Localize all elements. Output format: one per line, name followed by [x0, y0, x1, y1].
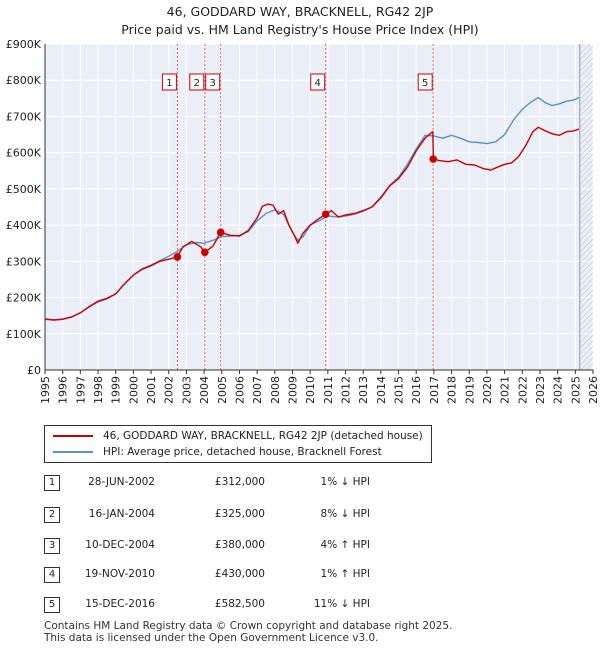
transaction-price: £430,000: [214, 568, 265, 580]
x-tick-label: 2010: [304, 376, 317, 404]
x-tick-label: 2008: [269, 376, 282, 404]
x-tick-label: 2004: [198, 376, 211, 404]
transaction-marker-box: [161, 73, 177, 91]
transaction-number: 4: [44, 567, 60, 583]
transaction-price: £312,000: [214, 476, 265, 488]
legend-label-hpi: HPI: Average price, detached house, Brac…: [103, 446, 382, 458]
y-tick-label: £0: [27, 364, 41, 377]
y-tick-label: £500K: [6, 183, 42, 196]
transaction-marker-label: 2: [194, 78, 200, 89]
x-tick-label: 1995: [39, 376, 52, 404]
x-tick-label: 2024: [552, 376, 565, 404]
table-row: 3 10-DEC-2004 £380,000 4% ↑ HPI: [0, 538, 600, 556]
x-tick-label: 2019: [463, 376, 476, 404]
y-tick-label: £900K: [6, 38, 42, 51]
transaction-date: 19-NOV-2010: [84, 568, 155, 580]
transaction-price: £582,500: [214, 598, 265, 610]
x-tick-label: 2000: [127, 376, 140, 404]
transaction-date: 28-JUN-2002: [88, 476, 155, 488]
transaction-number: 5: [44, 597, 60, 613]
forecast-hatch: [579, 44, 593, 370]
chart-title: 46, GODDARD WAY, BRACKNELL, RG42 2JP: [166, 4, 434, 19]
transaction-point: [321, 210, 330, 219]
transaction-number: 3: [44, 538, 60, 554]
chart-subtitle: Price paid vs. HM Land Registry's House …: [121, 22, 479, 37]
transaction-point: [216, 228, 225, 237]
x-tick-label: 2020: [481, 376, 494, 404]
transaction-date: 16-JAN-2004: [88, 508, 155, 520]
x-tick-label: 2009: [286, 376, 299, 404]
x-tick-label: 2025: [569, 376, 582, 404]
y-tick-label: £600K: [6, 147, 42, 160]
y-tick-label: £800K: [6, 74, 42, 87]
x-tick-label: 2013: [357, 376, 370, 404]
x-tick-label: 2017: [428, 376, 441, 404]
transaction-point: [173, 253, 182, 261]
transaction-hpi: 4% ↑ HPI: [320, 539, 370, 551]
legend-item-property: 46, GODDARD WAY, BRACKNELL, RG42 2JP (de…: [53, 428, 423, 444]
transaction-point: [201, 248, 209, 257]
table-row: 1 28-JUN-2002 £312,000 1% ↓ HPI: [0, 475, 600, 493]
table-row: 2 16-JAN-2004 £325,000 8% ↓ HPI: [0, 507, 600, 525]
x-tick-label: 1999: [110, 376, 123, 404]
transaction-marker-box: [417, 73, 433, 91]
legend: 46, GODDARD WAY, BRACKNELL, RG42 2JP (de…: [44, 425, 432, 463]
legend-swatch-hpi: [53, 451, 93, 453]
transaction-hpi: 11% ↓ HPI: [313, 598, 370, 610]
transaction-marker-label: 5: [422, 78, 428, 89]
y-tick-label: £200K: [6, 292, 42, 305]
transaction-hpi: 1% ↑ HPI: [320, 568, 370, 580]
transaction-marker-box: [205, 73, 221, 91]
transaction-marker-label: 1: [166, 78, 172, 89]
transaction-number: 1: [44, 475, 60, 491]
property-price-line: [44, 126, 580, 321]
transaction-point: [429, 155, 437, 163]
x-tick-label: 2021: [499, 376, 512, 404]
x-tick-label: 2022: [516, 376, 529, 404]
footer-licence: This data is licensed under the Open Gov…: [44, 632, 379, 644]
table-row: 5 15-DEC-2016 £582,500 11% ↓ HPI: [0, 597, 600, 615]
legend-label-property: 46, GODDARD WAY, BRACKNELL, RG42 2JP (de…: [103, 430, 423, 442]
x-tick-label: 2026: [587, 376, 600, 404]
x-tick-label: 2012: [340, 376, 353, 404]
x-tick-label: 2003: [180, 376, 193, 404]
transaction-number: 2: [44, 507, 60, 523]
legend-item-hpi: HPI: Average price, detached house, Brac…: [53, 444, 382, 460]
transaction-marker-label: 4: [315, 78, 321, 89]
transaction-date: 15-DEC-2016: [85, 598, 155, 610]
legend-swatch-property: [53, 435, 93, 437]
x-tick-label: 2001: [145, 376, 158, 404]
x-tick-label: 2014: [375, 376, 388, 404]
table-row: 4 19-NOV-2010 £430,000 1% ↑ HPI: [0, 567, 600, 585]
x-tick-label: 2007: [251, 376, 264, 404]
x-tick-label: 2002: [163, 376, 176, 404]
transaction-marker-box: [310, 73, 326, 91]
x-tick-label: 1997: [74, 376, 87, 404]
y-tick-label: £400K: [6, 219, 42, 232]
transaction-hpi: 8% ↓ HPI: [320, 508, 370, 520]
transaction-date: 10-DEC-2004: [85, 539, 155, 551]
x-tick-label: 2011: [322, 376, 335, 404]
plot-area: [45, 44, 593, 370]
transaction-marker-label: 3: [210, 78, 216, 89]
x-tick-label: 1996: [57, 376, 70, 404]
transaction-price: £325,000: [214, 508, 265, 520]
x-tick-label: 1998: [92, 376, 105, 404]
y-tick-label: £700K: [6, 110, 42, 123]
x-tick-label: 2006: [233, 376, 246, 404]
transaction-price: £380,000: [214, 539, 265, 551]
x-tick-label: 2015: [393, 376, 406, 404]
x-tick-label: 2018: [446, 376, 459, 404]
x-tick-label: 2005: [216, 376, 229, 404]
transaction-hpi: 1% ↓ HPI: [320, 476, 370, 488]
transaction-marker-box: [189, 73, 205, 91]
x-tick-label: 2023: [534, 376, 547, 404]
footer-copyright: Contains HM Land Registry data © Crown c…: [44, 620, 453, 632]
y-tick-label: £300K: [6, 255, 42, 268]
y-tick-label: £100K: [6, 328, 42, 341]
x-tick-label: 2016: [410, 376, 423, 404]
